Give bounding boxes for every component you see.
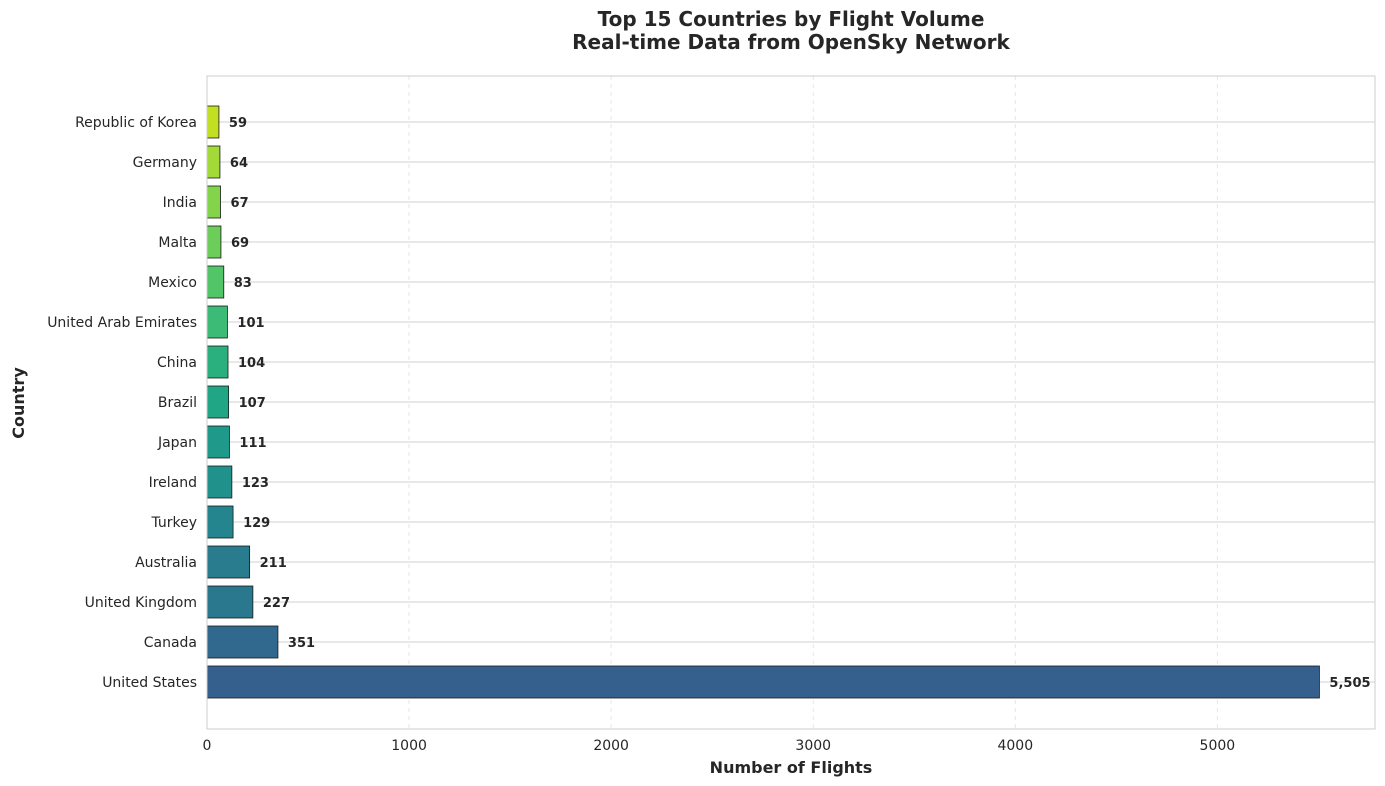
x-tick-label: 3000 (795, 738, 831, 754)
x-tick-label: 4000 (997, 738, 1033, 754)
bar (206, 505, 234, 539)
x-tick-labels: 0 1000 2000 3000 4000 5000 (203, 738, 1236, 754)
value-label: 107 (239, 396, 266, 411)
y-tick-label: Canada (144, 635, 197, 651)
y-tick-label: Japan (157, 435, 197, 451)
y-tick-label: United Kingdom (85, 595, 197, 611)
value-label: 111 (239, 436, 266, 451)
value-label: 123 (242, 476, 269, 491)
bar (206, 265, 225, 299)
value-label: 69 (231, 236, 249, 251)
chart-title-line1: Top 15 Countries by Flight Volume (598, 7, 985, 31)
bar (206, 225, 222, 259)
bar (206, 305, 228, 339)
y-tick-label: Republic of Korea (75, 115, 197, 131)
value-label: 5,505 (1329, 676, 1370, 691)
bar (206, 105, 220, 139)
bar (206, 465, 233, 499)
bar (206, 345, 229, 379)
value-label: 104 (238, 356, 265, 371)
plot-frame (206, 75, 1376, 730)
value-label: 351 (288, 636, 315, 651)
bar (206, 425, 230, 459)
y-tick-label: United Arab Emirates (47, 315, 197, 331)
y-tick-label: United States (102, 675, 197, 691)
value-labels: 5,505 351 227 211 129 123 111 107 104 101 83 69 67 64… (229, 116, 1371, 691)
y-tick-label: Australia (135, 555, 197, 571)
x-tick-label: 2000 (593, 738, 629, 754)
grid-lines (207, 76, 1375, 729)
value-label: 64 (230, 156, 248, 171)
y-tick-label: India (163, 195, 197, 211)
bars (206, 105, 1320, 699)
bar (206, 145, 221, 179)
y-tick-label: Turkey (150, 515, 197, 531)
bar (206, 665, 1320, 699)
bar (206, 625, 279, 659)
bar (206, 585, 254, 619)
bar (206, 185, 221, 219)
chart-title-line2: Real-time Data from OpenSky Network (572, 30, 1010, 54)
value-label: 101 (237, 316, 264, 331)
y-tick-label: Brazil (158, 395, 197, 411)
bar (206, 545, 251, 579)
bar (206, 385, 230, 419)
x-tick-label: 0 (203, 738, 212, 754)
value-label: 211 (260, 556, 287, 571)
value-label: 129 (243, 516, 270, 531)
y-tick-label: Malta (158, 235, 197, 251)
value-label: 59 (229, 116, 247, 131)
y-axis-label: Country (9, 367, 28, 439)
value-label: 227 (263, 596, 290, 611)
y-tick-label: Mexico (148, 275, 197, 291)
y-tick-labels: United States Canada United Kingdom Austral… (47, 115, 197, 691)
value-label: 83 (234, 276, 252, 291)
x-axis-label: Number of Flights (710, 758, 873, 777)
y-tick-label: Germany (133, 155, 197, 171)
x-tick-label: 5000 (1200, 738, 1236, 754)
x-tick-label: 1000 (391, 738, 427, 754)
y-tick-label: China (157, 355, 197, 371)
y-tick-label: Ireland (149, 475, 197, 491)
value-label: 67 (231, 196, 249, 211)
